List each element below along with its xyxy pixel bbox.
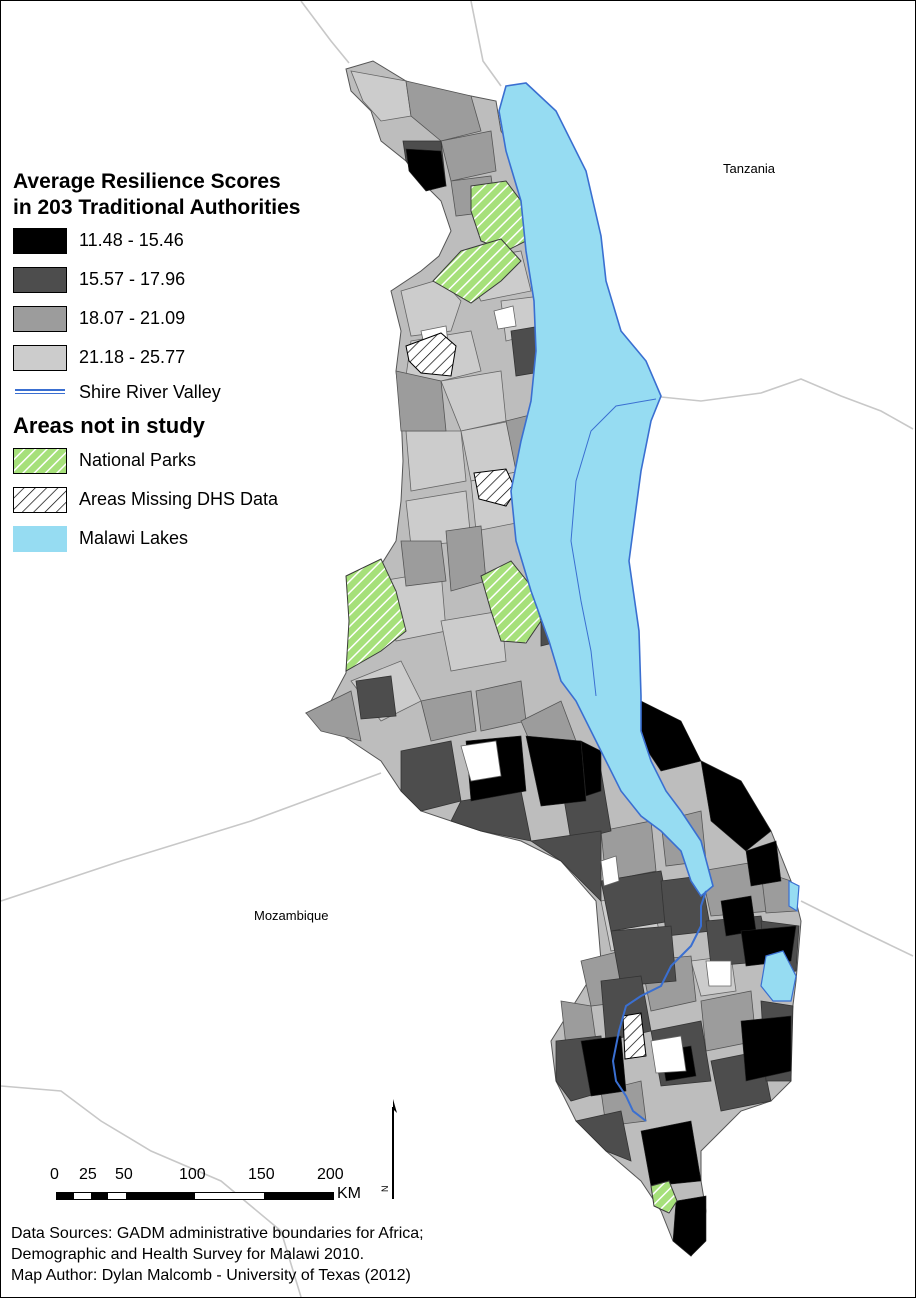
country-label-tanzania: Tanzania xyxy=(723,161,776,176)
legend-swatch-lakes xyxy=(13,525,67,552)
legend-row-class-2: 15.57 - 17.96 xyxy=(13,260,373,299)
scale-segment xyxy=(126,1193,195,1199)
scale-tick-100: 100 xyxy=(179,1166,206,1183)
legend-label-class-2: 15.57 - 17.96 xyxy=(79,269,186,289)
legend-row-class-4: 21.18 - 25.77 xyxy=(13,338,373,377)
scale-tick-0: 0 xyxy=(50,1166,59,1183)
legend-label-missing-dhs: Areas Missing DHS Data xyxy=(79,489,279,509)
legend-swatch-class-2 xyxy=(13,266,67,293)
legend-swatch-class-4 xyxy=(13,344,67,371)
legend-swatch-missing-dhs xyxy=(13,486,67,513)
sources-line-1: Data Sources: GADM administrative bounda… xyxy=(11,1225,424,1242)
legend-label-class-4: 21.18 - 25.77 xyxy=(79,347,186,367)
scale-tick-150: 150 xyxy=(248,1166,275,1183)
lake-chilwa xyxy=(760,950,797,1002)
legend-title-line1: Average Resilience Scores xyxy=(13,170,281,193)
lake-internal-border xyxy=(570,398,657,697)
legend-title-line2: in 203 Traditional Authorities xyxy=(13,196,301,219)
legend-swatch-class-1 xyxy=(13,227,67,254)
scale-bar-track xyxy=(56,1192,334,1200)
north-arrow-icon: N xyxy=(381,1099,397,1199)
north-label: N xyxy=(381,1186,390,1193)
legend-label-class-3: 18.07 - 21.09 xyxy=(79,308,186,328)
legend-label-national-parks: National Parks xyxy=(79,450,197,470)
scale-unit: KM xyxy=(337,1185,361,1202)
sources-line-3: Map Author: Dylan Malcomb - University o… xyxy=(11,1267,411,1284)
legend-row-national-parks: National Parks xyxy=(13,441,373,480)
lake-northeast xyxy=(788,880,800,913)
districts-black xyxy=(405,148,797,1257)
legend-row-lakes: Malawi Lakes xyxy=(13,519,373,558)
legend-swatch-national-parks xyxy=(13,447,67,474)
lake-malawi xyxy=(498,82,714,898)
scale-bar: 0 25 50 100 150 200 KM xyxy=(45,1166,385,1206)
legend-swatch-class-3 xyxy=(13,305,67,332)
scale-segment xyxy=(57,1193,74,1199)
legend-label-river: Shire River Valley xyxy=(79,381,221,402)
legend-label-lakes: Malawi Lakes xyxy=(79,528,189,548)
national-parks xyxy=(345,180,678,1214)
legend-label-class-1: 11.48 - 15.46 xyxy=(79,230,184,250)
scale-tick-25: 25 xyxy=(79,1166,97,1183)
legend-row-missing-dhs: Areas Missing DHS Data xyxy=(13,480,373,519)
legend-river-line-icon xyxy=(13,379,67,405)
scale-segment xyxy=(264,1193,333,1199)
legend-not-in-study-title: Areas not in study xyxy=(13,413,205,438)
shire-river xyxy=(611,890,707,1122)
scale-tick-50: 50 xyxy=(115,1166,133,1183)
map-legend: Average Resilience Scores in 203 Traditi… xyxy=(13,169,373,558)
legend-row-class-1: 11.48 - 15.46 xyxy=(13,221,373,260)
legend-row-river: Shire River Valley xyxy=(13,377,373,407)
areas-missing-dhs xyxy=(405,332,647,1060)
scale-tick-200: 200 xyxy=(317,1166,344,1183)
scale-segment xyxy=(91,1193,108,1199)
districts-medium xyxy=(305,80,797,1127)
legend-row-class-3: 18.07 - 21.09 xyxy=(13,299,373,338)
data-sources: Data Sources: GADM administrative bounda… xyxy=(11,1223,531,1286)
sources-line-2: Demographic and Health Survey for Malawi… xyxy=(11,1246,365,1263)
country-label-mozambique: Mozambique xyxy=(254,908,329,923)
